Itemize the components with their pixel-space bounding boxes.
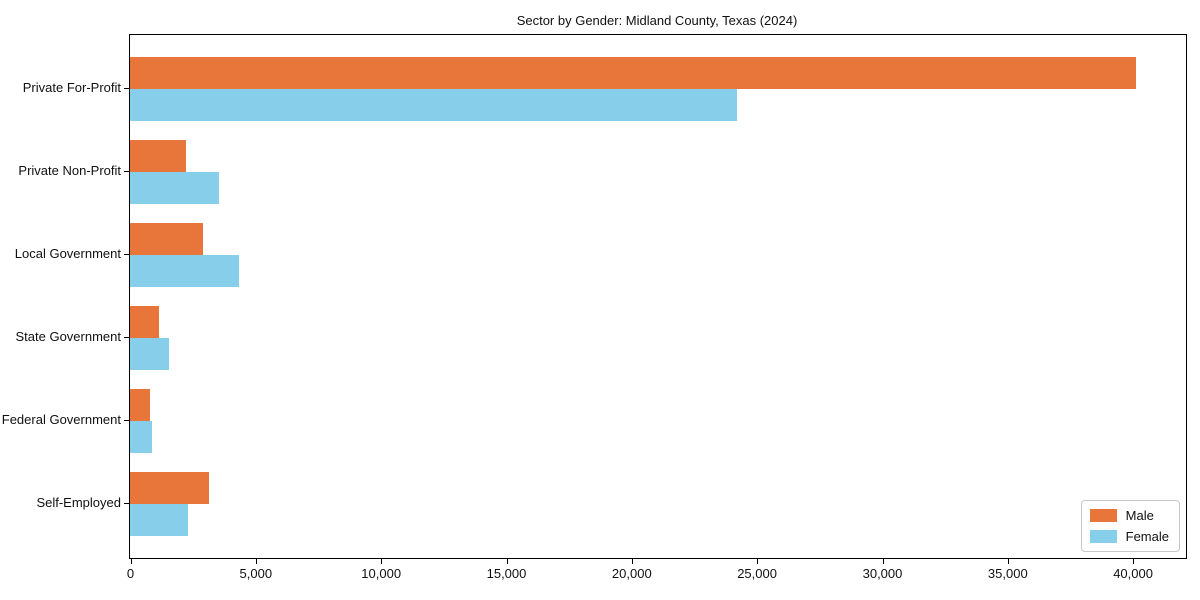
x-tick-mark xyxy=(631,559,633,564)
x-tick-mark xyxy=(506,559,508,564)
x-axis-label-15000: 15,000 xyxy=(486,566,527,581)
y-tick-mark xyxy=(123,171,129,173)
x-tick-mark xyxy=(130,559,132,564)
x-axis-label-40000: 40,000 xyxy=(1113,566,1153,581)
bar-female-local-government xyxy=(130,255,239,287)
x-tick-mark xyxy=(757,559,759,564)
bar-female-private-for-profit xyxy=(130,89,737,121)
x-axis-label-5000: 5,000 xyxy=(239,566,273,581)
legend-label: Female xyxy=(1125,529,1169,544)
bar-male-federal-government xyxy=(130,389,151,421)
x-tick-mark xyxy=(381,559,383,564)
y-axis-label-local-government: Local Government xyxy=(14,246,121,261)
bar-male-state-government xyxy=(130,306,160,338)
bar-male-self-employed xyxy=(130,472,209,504)
bar-male-local-government xyxy=(130,223,204,255)
x-tick-mark xyxy=(255,559,257,564)
y-axis-label-private-non-profit: Private Non-Profit xyxy=(18,163,121,178)
plot-area: Male Female xyxy=(129,34,1187,559)
y-axis-label-private-for-profit: Private For-Profit xyxy=(22,80,121,95)
legend-swatch-icon xyxy=(1089,509,1117,522)
x-axis-label-25000: 25,000 xyxy=(737,566,777,581)
chart-title: Sector by Gender: Midland County, Texas … xyxy=(516,13,798,28)
bar-male-private-for-profit xyxy=(130,57,1137,89)
bar-female-self-employed xyxy=(130,504,188,536)
x-tick-mark xyxy=(882,559,884,564)
y-tick-mark xyxy=(123,420,129,422)
legend-item-male: Male xyxy=(1089,508,1169,523)
y-tick-mark xyxy=(123,254,129,256)
y-axis-label-self-employed: Self-Employed xyxy=(36,495,121,510)
legend: Male Female xyxy=(1080,500,1180,552)
y-tick-mark xyxy=(123,337,129,339)
bar-female-state-government xyxy=(130,338,170,370)
y-axis-label-federal-government: Federal Government xyxy=(1,412,121,427)
legend-label: Male xyxy=(1125,508,1154,523)
x-axis-label-20000: 20,000 xyxy=(611,566,652,581)
x-axis-label-30000: 30,000 xyxy=(862,566,903,581)
x-tick-mark xyxy=(1133,559,1135,564)
bar-female-private-non-profit xyxy=(130,172,219,204)
legend-item-female: Female xyxy=(1089,529,1169,544)
x-axis-label-35000: 35,000 xyxy=(987,566,1028,581)
legend-swatch-icon xyxy=(1089,530,1117,543)
x-axis-label-10000: 10,000 xyxy=(361,566,402,581)
y-tick-mark xyxy=(123,88,129,90)
x-axis-label-0: 0 xyxy=(126,566,135,581)
y-axis-label-state-government: State Government xyxy=(15,329,122,344)
y-tick-mark xyxy=(123,503,129,505)
x-tick-mark xyxy=(1007,559,1009,564)
bar-female-federal-government xyxy=(130,421,153,453)
bar-male-private-non-profit xyxy=(130,140,187,172)
